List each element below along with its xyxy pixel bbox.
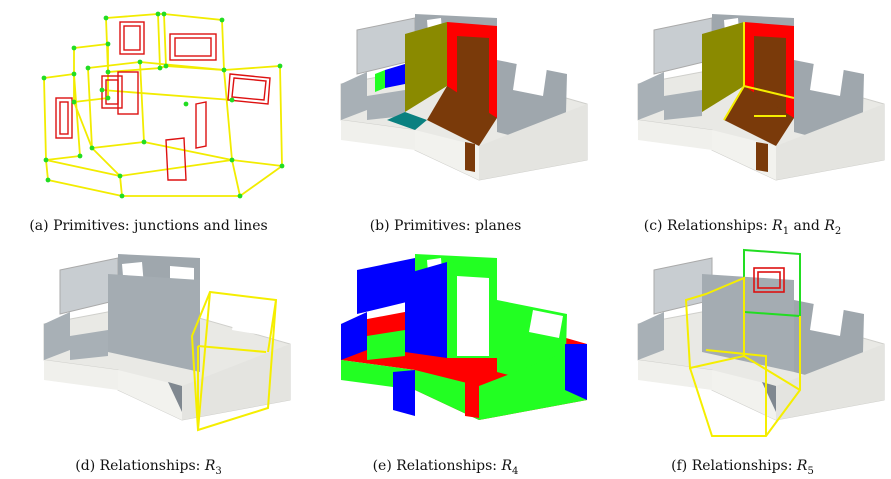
caption-c: (c) Relationships: R1 and R2 (594, 218, 891, 237)
panel-f: (f) Relationships: R5 (594, 240, 891, 479)
caption-letter: (a) (29, 218, 49, 234)
panel-a: (a) Primitives: junctions and lines (0, 0, 297, 239)
junction-points (41, 11, 285, 199)
house-render (43, 254, 291, 432)
house-render-colored (341, 254, 587, 420)
caption-sub-2: 2 (834, 225, 842, 237)
caption-letter: (f) (671, 458, 688, 474)
caption-b: (b) Primitives: planes (297, 218, 594, 234)
house-render (637, 248, 885, 437)
house-render (637, 14, 885, 181)
caption-letter: (d) (75, 458, 96, 474)
caption-math: R (204, 458, 216, 474)
panel-b: (b) Primitives: planes (297, 0, 594, 239)
caption-math: R (772, 218, 783, 234)
caption-sub: 1 (782, 225, 790, 237)
caption-text: Primitives: planes (394, 218, 522, 234)
panel-d: (d) Relationships: R3 (0, 240, 297, 479)
caption-letter: (b) (369, 218, 390, 234)
caption-sub: 3 (215, 465, 222, 477)
caption-text: Relationships: (666, 218, 773, 234)
panel-c: (c) Relationships: R1 and R2 (594, 0, 891, 239)
caption-math: R (796, 458, 808, 474)
caption-text: Relationships: (396, 458, 502, 474)
caption-text: Relationships: (99, 458, 205, 474)
caption-text: Relationships: (691, 458, 797, 474)
caption-f: (f) Relationships: R5 (594, 458, 891, 477)
caption-sub: 4 (512, 465, 519, 477)
caption-a: (a) Primitives: junctions and lines (0, 218, 297, 234)
caption-letter: (c) (643, 218, 663, 234)
caption-math: R (501, 458, 513, 474)
caption-e: (e) Relationships: R4 (297, 458, 594, 477)
caption-d: (d) Relationships: R3 (0, 458, 297, 477)
house-render (340, 14, 588, 181)
caption-math-2: R (824, 218, 835, 234)
wireframe-illustration (41, 11, 285, 199)
panel-e: (e) Relationships: R4 (297, 240, 594, 479)
caption-sub: 5 (807, 465, 814, 477)
caption-letter: (e) (372, 458, 392, 474)
caption-text: Primitives: junctions and lines (53, 218, 268, 234)
caption-joiner: and (789, 218, 825, 234)
